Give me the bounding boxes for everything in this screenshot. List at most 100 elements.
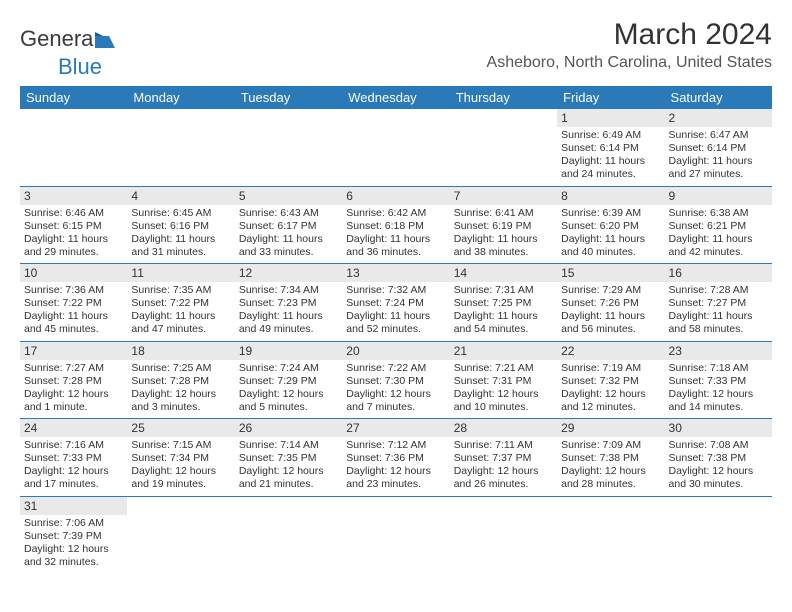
day-number: 20: [342, 342, 449, 360]
page-subtitle: Asheboro, North Carolina, United States: [487, 54, 772, 72]
day-body: [20, 127, 127, 133]
sunrise-text: Sunrise: 7:12 AM: [346, 439, 445, 452]
day-body: Sunrise: 7:06 AMSunset: 7:39 PMDaylight:…: [20, 515, 127, 574]
sunset-text: Sunset: 6:14 PM: [669, 142, 768, 155]
daylight-text: Daylight: 11 hours and 42 minutes.: [669, 233, 768, 259]
sunrise-text: Sunrise: 7:19 AM: [561, 362, 660, 375]
calendar-body: 1Sunrise: 6:49 AMSunset: 6:14 PMDaylight…: [20, 109, 772, 573]
daylight-text: Daylight: 11 hours and 40 minutes.: [561, 233, 660, 259]
sunset-text: Sunset: 6:20 PM: [561, 220, 660, 233]
day-body: Sunrise: 6:41 AMSunset: 6:19 PMDaylight:…: [450, 205, 557, 264]
day-body: Sunrise: 6:47 AMSunset: 6:14 PMDaylight:…: [665, 127, 772, 186]
daylight-text: Daylight: 12 hours and 23 minutes.: [346, 465, 445, 491]
day-number: 12: [235, 264, 342, 282]
day-body: Sunrise: 6:46 AMSunset: 6:15 PMDaylight:…: [20, 205, 127, 264]
day-body: Sunrise: 6:49 AMSunset: 6:14 PMDaylight:…: [557, 127, 664, 186]
day-number: 4: [127, 187, 234, 205]
weekday-header: Wednesday: [342, 86, 449, 109]
logo-flag-icon: [95, 28, 115, 54]
day-number: 23: [665, 342, 772, 360]
calendar-cell: 13Sunrise: 7:32 AMSunset: 7:24 PMDayligh…: [342, 264, 449, 342]
calendar-cell: 12Sunrise: 7:34 AMSunset: 7:23 PMDayligh…: [235, 264, 342, 342]
calendar-cell: [450, 109, 557, 186]
sunset-text: Sunset: 7:22 PM: [24, 297, 123, 310]
day-number: 5: [235, 187, 342, 205]
daylight-text: Daylight: 11 hours and 54 minutes.: [454, 310, 553, 336]
calendar-cell: 24Sunrise: 7:16 AMSunset: 7:33 PMDayligh…: [20, 419, 127, 497]
day-number: 3: [20, 187, 127, 205]
calendar-cell: 27Sunrise: 7:12 AMSunset: 7:36 PMDayligh…: [342, 419, 449, 497]
sunset-text: Sunset: 7:30 PM: [346, 375, 445, 388]
sunset-text: Sunset: 7:32 PM: [561, 375, 660, 388]
calendar-cell: [342, 109, 449, 186]
daylight-text: Daylight: 11 hours and 31 minutes.: [131, 233, 230, 259]
calendar-cell: [127, 496, 234, 573]
day-number: 24: [20, 419, 127, 437]
daylight-text: Daylight: 12 hours and 3 minutes.: [131, 388, 230, 414]
daylight-text: Daylight: 11 hours and 29 minutes.: [24, 233, 123, 259]
calendar-week-row: 1Sunrise: 6:49 AMSunset: 6:14 PMDaylight…: [20, 109, 772, 186]
day-body: Sunrise: 6:42 AMSunset: 6:18 PMDaylight:…: [342, 205, 449, 264]
day-body: Sunrise: 7:08 AMSunset: 7:38 PMDaylight:…: [665, 437, 772, 496]
weekday-header: Friday: [557, 86, 664, 109]
logo-text-gen: Genera: [20, 26, 93, 51]
sunrise-text: Sunrise: 6:39 AM: [561, 207, 660, 220]
day-body: Sunrise: 6:39 AMSunset: 6:20 PMDaylight:…: [557, 205, 664, 264]
day-body: Sunrise: 7:14 AMSunset: 7:35 PMDaylight:…: [235, 437, 342, 496]
day-body: Sunrise: 7:09 AMSunset: 7:38 PMDaylight:…: [557, 437, 664, 496]
day-number: 6: [342, 187, 449, 205]
daylight-text: Daylight: 12 hours and 32 minutes.: [24, 543, 123, 569]
sunset-text: Sunset: 7:28 PM: [24, 375, 123, 388]
sunset-text: Sunset: 6:19 PM: [454, 220, 553, 233]
sunset-text: Sunset: 7:36 PM: [346, 452, 445, 465]
sunset-text: Sunset: 7:28 PM: [131, 375, 230, 388]
sunset-text: Sunset: 7:27 PM: [669, 297, 768, 310]
sunset-text: Sunset: 7:33 PM: [24, 452, 123, 465]
sunset-text: Sunset: 7:38 PM: [561, 452, 660, 465]
sunrise-text: Sunrise: 7:21 AM: [454, 362, 553, 375]
day-body: Sunrise: 7:24 AMSunset: 7:29 PMDaylight:…: [235, 360, 342, 419]
sunrise-text: Sunrise: 7:14 AM: [239, 439, 338, 452]
day-body: Sunrise: 7:28 AMSunset: 7:27 PMDaylight:…: [665, 282, 772, 341]
calendar-cell: 9Sunrise: 6:38 AMSunset: 6:21 PMDaylight…: [665, 186, 772, 264]
day-number: 11: [127, 264, 234, 282]
calendar-cell: 1Sunrise: 6:49 AMSunset: 6:14 PMDaylight…: [557, 109, 664, 186]
day-body: Sunrise: 7:27 AMSunset: 7:28 PMDaylight:…: [20, 360, 127, 419]
calendar-week-row: 24Sunrise: 7:16 AMSunset: 7:33 PMDayligh…: [20, 419, 772, 497]
sunset-text: Sunset: 6:15 PM: [24, 220, 123, 233]
daylight-text: Daylight: 11 hours and 58 minutes.: [669, 310, 768, 336]
sunset-text: Sunset: 6:18 PM: [346, 220, 445, 233]
daylight-text: Daylight: 12 hours and 5 minutes.: [239, 388, 338, 414]
day-body: [235, 127, 342, 133]
calendar-cell: 30Sunrise: 7:08 AMSunset: 7:38 PMDayligh…: [665, 419, 772, 497]
sunset-text: Sunset: 7:31 PM: [454, 375, 553, 388]
day-number: 1: [557, 109, 664, 127]
sunset-text: Sunset: 7:33 PM: [669, 375, 768, 388]
day-number: [342, 497, 449, 515]
calendar-cell: 18Sunrise: 7:25 AMSunset: 7:28 PMDayligh…: [127, 341, 234, 419]
calendar-cell: [665, 496, 772, 573]
day-body: [342, 515, 449, 521]
sunset-text: Sunset: 6:17 PM: [239, 220, 338, 233]
day-body: Sunrise: 7:19 AMSunset: 7:32 PMDaylight:…: [557, 360, 664, 419]
sunrise-text: Sunrise: 7:11 AM: [454, 439, 553, 452]
daylight-text: Daylight: 12 hours and 1 minute.: [24, 388, 123, 414]
day-number: 13: [342, 264, 449, 282]
daylight-text: Daylight: 12 hours and 12 minutes.: [561, 388, 660, 414]
sunrise-text: Sunrise: 7:35 AM: [131, 284, 230, 297]
day-number: 30: [665, 419, 772, 437]
day-number: [20, 109, 127, 127]
calendar-cell: 19Sunrise: 7:24 AMSunset: 7:29 PMDayligh…: [235, 341, 342, 419]
day-number: [450, 109, 557, 127]
sunrise-text: Sunrise: 7:25 AM: [131, 362, 230, 375]
calendar-cell: [450, 496, 557, 573]
day-number: [127, 109, 234, 127]
day-number: 25: [127, 419, 234, 437]
day-body: Sunrise: 6:38 AMSunset: 6:21 PMDaylight:…: [665, 205, 772, 264]
calendar-cell: 14Sunrise: 7:31 AMSunset: 7:25 PMDayligh…: [450, 264, 557, 342]
calendar-cell: [235, 496, 342, 573]
day-number: 31: [20, 497, 127, 515]
sunrise-text: Sunrise: 6:38 AM: [669, 207, 768, 220]
calendar-week-row: 17Sunrise: 7:27 AMSunset: 7:28 PMDayligh…: [20, 341, 772, 419]
day-body: Sunrise: 7:25 AMSunset: 7:28 PMDaylight:…: [127, 360, 234, 419]
